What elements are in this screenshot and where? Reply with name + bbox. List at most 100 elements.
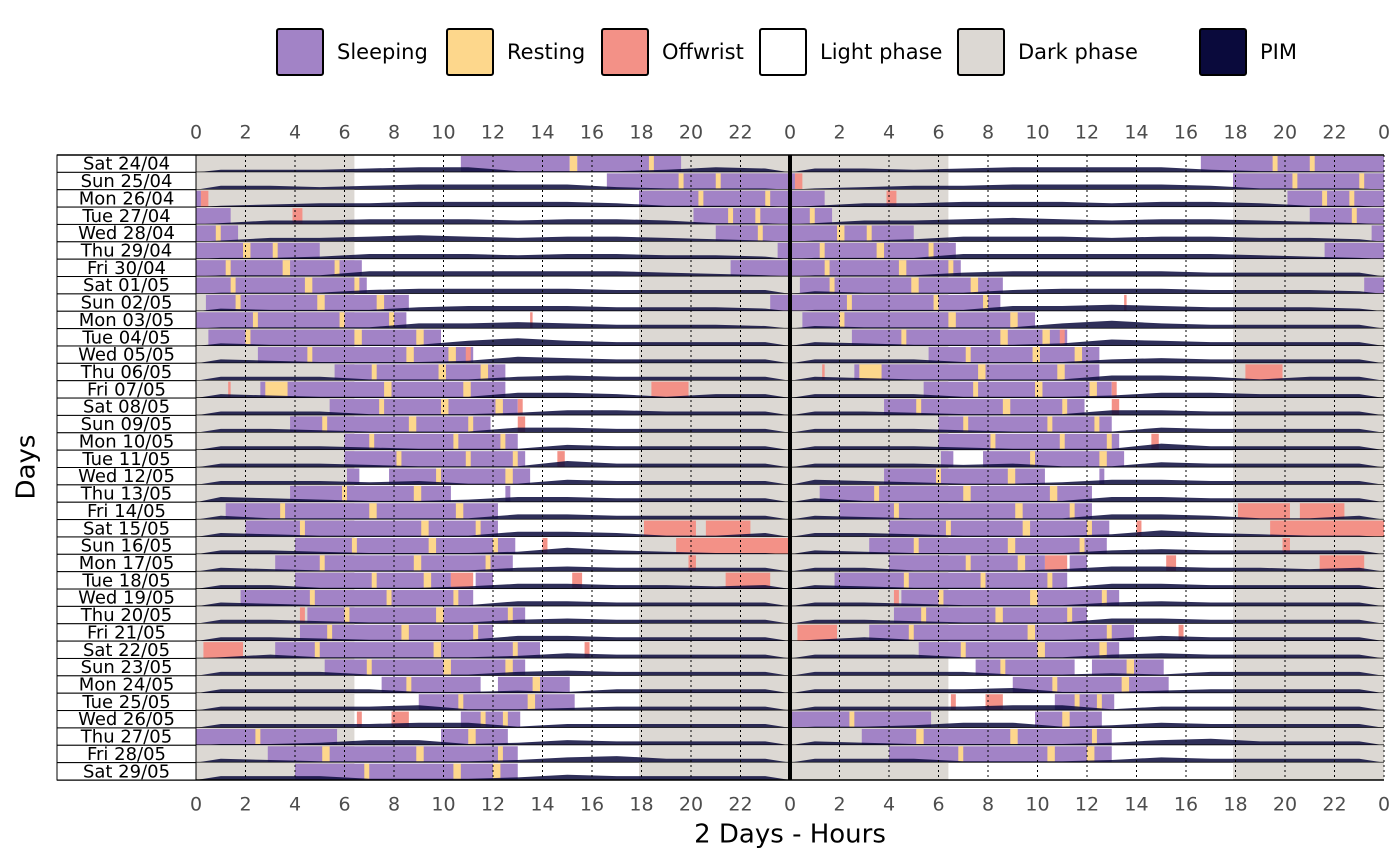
sleep-episode	[505, 485, 511, 503]
offwrist-episode	[1178, 624, 1184, 642]
sleep-episode	[839, 503, 1092, 520]
sleep-episode	[324, 659, 526, 676]
pim-trace	[790, 653, 1384, 659]
rest-episode	[428, 537, 437, 555]
dark-phase	[196, 450, 355, 468]
x-tick-label: 14	[530, 794, 554, 816]
sleep-episode	[225, 503, 498, 520]
day-label: Sat 24/04	[83, 154, 170, 175]
sleep-episode	[295, 763, 518, 780]
x-tick-label: 22	[1322, 794, 1346, 816]
day-label: Thu 06/05	[80, 362, 172, 383]
dark-phase	[196, 693, 355, 711]
sleep-episode	[1287, 190, 1384, 208]
dark-phase	[1233, 693, 1384, 711]
rest-episode	[299, 520, 305, 537]
dark-phase	[790, 189, 949, 208]
rest-episode	[1349, 190, 1355, 208]
rest-episode	[376, 294, 385, 312]
rest-episode	[849, 711, 855, 728]
pim-trace	[790, 375, 1384, 381]
sleep-episode	[851, 329, 1068, 346]
rest-episode	[455, 503, 464, 520]
rest-episode	[1069, 503, 1075, 520]
rest-episode	[965, 555, 971, 572]
rest-episode	[963, 485, 971, 503]
rest-episode	[1037, 642, 1045, 659]
rest-episode	[500, 433, 506, 451]
sleep-episode	[205, 294, 409, 312]
dark-phase	[639, 745, 790, 763]
x-tick-label: 14	[1124, 794, 1148, 816]
dark-phase	[196, 432, 355, 451]
rest-episode	[1309, 156, 1315, 173]
rest-episode	[309, 590, 315, 607]
sleep-episode	[715, 225, 790, 242]
x-tick-label: 4	[883, 794, 895, 816]
sleep-episode	[1371, 225, 1384, 242]
pim-trace	[196, 375, 790, 381]
rest-episode	[973, 381, 979, 399]
day-label: Sat 01/05	[83, 275, 170, 296]
dark-phase	[1233, 276, 1384, 294]
sleep-episode	[1324, 242, 1384, 260]
dark-phase	[1233, 380, 1384, 399]
offwrist-episode	[292, 208, 303, 225]
day-label: Fri 21/05	[87, 622, 166, 643]
rest-episode	[569, 156, 578, 173]
offwrist-episode	[517, 416, 526, 433]
offwrist-episode	[200, 190, 209, 208]
sleep-episode	[884, 399, 1085, 416]
sleep-episode	[418, 694, 575, 711]
rest-episode	[314, 642, 320, 659]
dark-phase	[639, 363, 790, 381]
sleep-episode	[299, 624, 493, 642]
day-label: Wed 28/04	[78, 223, 175, 244]
dark-phase	[196, 155, 355, 173]
dark-phase	[790, 172, 949, 190]
offwrist-episode	[950, 694, 956, 711]
sleep-episode	[770, 294, 790, 312]
sleep-episode	[639, 190, 790, 208]
rest-episode	[1106, 624, 1112, 642]
rest-episode	[928, 242, 934, 260]
sleep-episode	[240, 590, 474, 607]
sleep-episode	[901, 590, 1120, 607]
rest-episode	[366, 659, 372, 676]
rest-episode	[307, 346, 313, 364]
offwrist-episode	[557, 451, 565, 468]
rest-episode	[215, 225, 221, 242]
rest-episode	[1002, 399, 1011, 416]
dark-phase	[639, 641, 790, 659]
rest-episode	[1087, 746, 1095, 763]
rest-episode	[1067, 607, 1073, 624]
day-label: Sun 02/05	[81, 293, 173, 314]
rest-episode	[978, 364, 986, 381]
x-tick-label: 22	[728, 122, 752, 144]
dark-phase	[1233, 762, 1384, 780]
rest-episode	[413, 555, 422, 572]
x-tick-label: 8	[982, 122, 994, 144]
x-tick-label: 12	[1075, 122, 1099, 144]
dark-phase	[1233, 745, 1384, 763]
rest-episode	[1049, 485, 1058, 503]
day-label: Sat 08/05	[83, 397, 170, 418]
legend-label: Offwrist	[662, 40, 744, 64]
rest-episode	[339, 312, 345, 329]
offwrist-episode	[203, 642, 244, 659]
rest-episode	[1096, 694, 1102, 711]
x-tick-label: 10	[1025, 794, 1049, 816]
day-label: Wed 26/05	[78, 709, 175, 730]
dark-phase	[639, 623, 790, 642]
dark-phase	[639, 606, 790, 624]
rest-episode	[282, 260, 291, 277]
rest-episode	[1099, 642, 1107, 659]
rest-episode	[497, 746, 503, 763]
rest-episode	[406, 676, 412, 694]
rest-episode	[512, 451, 518, 468]
rest-episode	[396, 451, 402, 468]
x-tick-label: 0	[1378, 794, 1390, 816]
legend-label: Light phase	[820, 40, 942, 64]
rest-episode	[280, 503, 286, 520]
